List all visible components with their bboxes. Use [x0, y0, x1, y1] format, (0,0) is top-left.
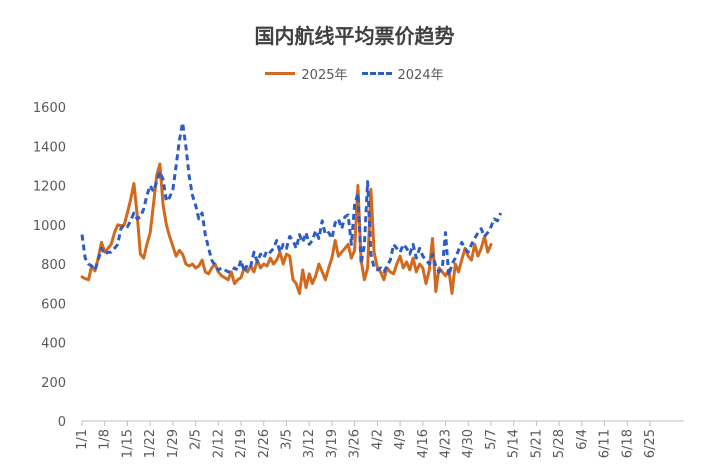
x-tick-label: 3/26 [348, 429, 363, 458]
x-tick-label: 1/1 [75, 429, 90, 450]
legend-label-2025: 2025年 [301, 68, 348, 83]
x-tick-label: 5/14 [507, 429, 522, 458]
x-tick-label: 1/29 [166, 429, 181, 458]
x-tick-label: 4/2 [370, 429, 385, 450]
x-tick-label: 1/15 [120, 429, 135, 458]
x-tick-label: 3/12 [302, 429, 317, 458]
x-tick-label: 2/5 [189, 429, 204, 450]
x-tick-label: 2/19 [234, 429, 249, 458]
y-tick-label: 400 [41, 337, 66, 352]
x-tick-label: 5/7 [484, 429, 499, 450]
y-tick-label: 1200 [33, 180, 66, 195]
x-tick-label: 2/12 [211, 429, 226, 458]
x-tick-label: 4/9 [393, 429, 408, 450]
x-tick-label: 1/22 [143, 429, 158, 458]
x-tick-label: 5/21 [529, 429, 544, 458]
legend-swatch-2024 [361, 72, 392, 75]
y-tick-label: 800 [41, 258, 66, 273]
y-tick-label: 600 [41, 297, 66, 312]
chart-legend: 2025年 2024年 [0, 64, 709, 83]
y-tick-label: 200 [41, 376, 66, 391]
series-line-2024 [80, 121, 503, 278]
legend-item-2024: 2024年 [361, 64, 444, 83]
x-tick-label: 1/8 [98, 429, 113, 450]
series-group [80, 121, 503, 295]
y-tick-label: 1400 [33, 140, 66, 155]
x-tick-label: 4/16 [416, 429, 431, 458]
chart-title: 国内航线平均票价趋势 [254, 24, 455, 48]
legend-item-2025: 2025年 [265, 64, 348, 83]
y-tick-label: 1000 [33, 219, 66, 234]
x-tick-label: 6/4 [575, 429, 590, 450]
x-tick-label: 3/19 [325, 429, 340, 458]
x-tick-label: 2/26 [257, 429, 272, 458]
legend-label-2024: 2024年 [397, 68, 444, 83]
y-tick-label: 0 [58, 415, 66, 430]
x-tick-label: 6/18 [620, 429, 635, 458]
x-tick-label: 5/28 [552, 429, 567, 458]
x-tick-label: 4/23 [439, 429, 454, 458]
legend-swatch-2025 [265, 72, 296, 75]
x-tick-label: 6/25 [643, 429, 658, 458]
x-tick-label: 3/5 [279, 429, 294, 450]
series-line-2025 [80, 162, 493, 295]
x-tick-label: 6/11 [598, 429, 613, 458]
x-axis: 1/1 1/8 1/15 1/22 1/29 2/5 2/12 2/19 2/26 3/5 3/12… [75, 420, 684, 458]
y-axis: 0 200 400 600 800 1000 1200 1400 1600 [33, 101, 66, 430]
y-tick-label: 1600 [33, 101, 66, 116]
x-tick-label: 4/30 [461, 429, 476, 458]
